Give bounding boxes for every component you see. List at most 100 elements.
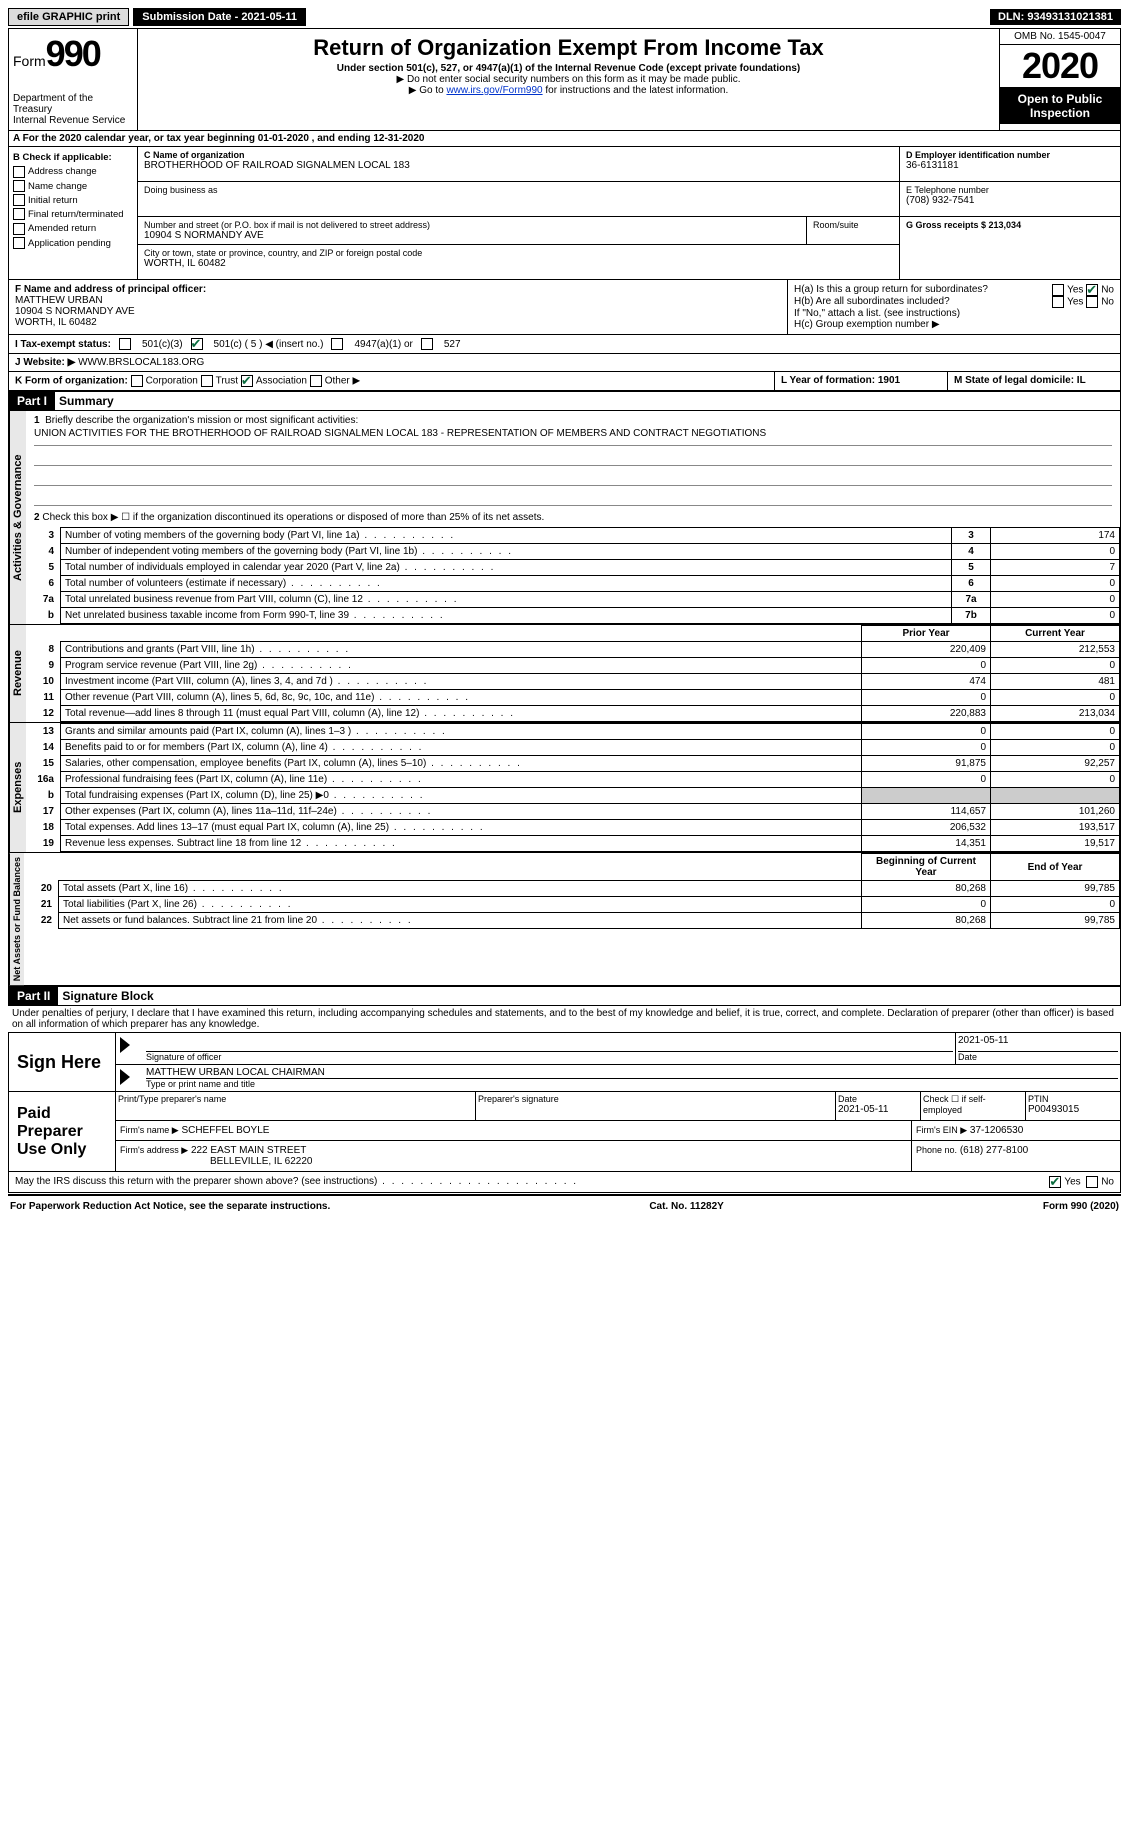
ptin-label: PTIN [1028, 1094, 1118, 1104]
hb-no-checkbox[interactable] [1086, 296, 1098, 308]
i-501c3-checkbox[interactable] [119, 338, 131, 350]
table-row: 4Number of independent voting members of… [26, 544, 1120, 560]
f-label: F Name and address of principal officer: [15, 284, 206, 295]
l-year-formation: L Year of formation: 1901 [775, 372, 948, 390]
org-street: 10904 S NORMANDY AVE [144, 230, 800, 241]
q2-text: Check this box ▶ ☐ if the organization d… [42, 512, 544, 523]
b-checkbox[interactable] [13, 194, 25, 206]
ha-label: H(a) Is this a group return for subordin… [794, 284, 988, 296]
part1-header-row: Part I Summary [8, 391, 1121, 411]
section-k: K Form of organization: Corporation Trus… [8, 372, 1121, 391]
i-501c-checkbox[interactable] [191, 338, 203, 350]
b-checkbox[interactable] [13, 180, 25, 192]
table-row: 21Total liabilities (Part X, line 26)00 [24, 897, 1120, 913]
submission-date-label: Submission Date - 2021-05-11 [133, 8, 306, 26]
revenue-section: Revenue Prior YearCurrent Year8Contribut… [8, 625, 1121, 723]
part2-header-row: Part II Signature Block [8, 986, 1121, 1006]
table-row: 9Program service revenue (Part VIII, lin… [26, 658, 1120, 674]
m-state-domicile: M State of legal domicile: IL [948, 372, 1120, 390]
section-j: J Website: ▶ WWW.BRSLOCAL183.ORG [8, 354, 1121, 372]
triangle-icon [120, 1037, 130, 1053]
governance-section: Activities & Governance 1 Briefly descri… [8, 411, 1121, 625]
dba-label: Doing business as [144, 185, 893, 195]
identity-grid: B Check if applicable: Address changeNam… [8, 147, 1121, 280]
top-bar: efile GRAPHIC print Submission Date - 20… [8, 8, 1121, 26]
ha-yes-checkbox[interactable] [1052, 284, 1064, 296]
hb-note: If "No," attach a list. (see instruction… [794, 308, 1114, 319]
b-checkbox[interactable] [13, 223, 25, 235]
b-checkbox[interactable] [13, 166, 25, 178]
phone-value: (708) 932-7541 [906, 195, 1114, 206]
q1-text: Briefly describe the organization's miss… [45, 415, 358, 426]
table-row: 22Net assets or fund balances. Subtract … [24, 913, 1120, 929]
dept-treasury: Department of the Treasury Internal Reve… [13, 93, 133, 126]
efile-print-button[interactable]: efile GRAPHIC print [8, 8, 129, 26]
city-label: City or town, state or province, country… [144, 248, 893, 258]
footer-right: Form 990 (2020) [1043, 1201, 1119, 1212]
officer-name: MATTHEW URBAN [15, 295, 103, 306]
ptin-value: P00493015 [1028, 1104, 1118, 1115]
sig-date-value: 2021-05-11 [958, 1035, 1118, 1052]
form-number: 990 [46, 33, 100, 74]
table-row: 3Number of voting members of the governi… [26, 528, 1120, 544]
table-row: 11Other revenue (Part VIII, column (A), … [26, 690, 1120, 706]
b-checkbox[interactable] [13, 237, 25, 249]
revenue-table: Prior YearCurrent Year8Contributions and… [26, 625, 1120, 722]
paid-preparer-label: Paid Preparer Use Only [9, 1092, 116, 1171]
table-row: 12Total revenue—add lines 8 through 11 (… [26, 706, 1120, 722]
tax-year: 2020 [1000, 45, 1120, 88]
sig-date-label: Date [958, 1052, 1118, 1062]
section-i: I Tax-exempt status: 501(c)(3) 501(c) ( … [8, 335, 1121, 354]
prep-name-label: Print/Type preparer's name [118, 1094, 473, 1104]
table-row: 16aProfessional fundraising fees (Part I… [26, 772, 1120, 788]
i-label: I Tax-exempt status: [15, 339, 111, 350]
netassets-section: Net Assets or Fund Balances Beginning of… [8, 853, 1121, 986]
form-id-cell: Form990 Department of the Treasury Inter… [9, 29, 138, 130]
prep-date-value: 2021-05-11 [838, 1104, 918, 1115]
section-c: C Name of organization BROTHERHOOD OF RA… [138, 147, 900, 279]
note-ssn: ▶ Do not enter social security numbers o… [146, 74, 991, 85]
dln-label: DLN: 93493131021381 [990, 9, 1121, 25]
open-public-badge: Open to Public Inspection [1000, 88, 1120, 124]
line-a: A For the 2020 calendar year, or tax yea… [8, 131, 1121, 147]
self-employed-check: Check ☐ if self-employed [921, 1092, 1026, 1120]
irs-link[interactable]: www.irs.gov/Form990 [446, 85, 542, 96]
discuss-yes-checkbox[interactable] [1049, 1176, 1061, 1188]
i-4947-checkbox[interactable] [331, 338, 343, 350]
b-checkbox[interactable] [13, 208, 25, 220]
firm-addr-label: Firm's address ▶ [120, 1145, 188, 1155]
table-row: 8Contributions and grants (Part VIII, li… [26, 642, 1120, 658]
form-title: Return of Organization Exempt From Incom… [146, 35, 991, 61]
ha-no-checkbox[interactable] [1086, 284, 1098, 296]
ein-label: D Employer identification number [906, 150, 1114, 160]
expenses-vlabel: Expenses [9, 723, 26, 852]
table-row: 13Grants and similar amounts paid (Part … [26, 724, 1120, 740]
part2-title: Signature Block [58, 987, 157, 1005]
triangle-icon [120, 1069, 130, 1085]
discuss-no-checkbox[interactable] [1086, 1176, 1098, 1188]
j-label: J Website: ▶ [15, 357, 75, 368]
firm-city: BELLEVILLE, IL 62220 [210, 1156, 313, 1167]
k-trust-checkbox[interactable] [201, 375, 213, 387]
table-row: 19Revenue less expenses. Subtract line 1… [26, 836, 1120, 852]
phone-label: E Telephone number [906, 185, 1114, 195]
officer-addr2: WORTH, IL 60482 [15, 317, 97, 328]
type-name-label: Type or print name and title [146, 1079, 1118, 1089]
k-assoc-checkbox[interactable] [241, 375, 253, 387]
section-b-header: B Check if applicable: [13, 151, 133, 165]
firm-addr: 222 EAST MAIN STREET [191, 1145, 306, 1156]
table-row: 17Other expenses (Part IX, column (A), l… [26, 804, 1120, 820]
k-other-checkbox[interactable] [310, 375, 322, 387]
part1-title: Summary [55, 392, 118, 410]
q1-num: 1 [34, 415, 40, 426]
note-goto: ▶ Go to www.irs.gov/Form990 for instruct… [146, 85, 991, 96]
i-527-checkbox[interactable] [421, 338, 433, 350]
table-row: 7aTotal unrelated business revenue from … [26, 592, 1120, 608]
governance-table: 3Number of voting members of the governi… [26, 527, 1120, 624]
table-row: 10Investment income (Part VIII, column (… [26, 674, 1120, 690]
k-corp-checkbox[interactable] [131, 375, 143, 387]
omb-number: OMB No. 1545-0047 [1000, 29, 1120, 45]
sig-officer-label: Signature of officer [146, 1052, 953, 1062]
firm-ein-label: Firm's EIN ▶ [916, 1125, 967, 1135]
hb-yes-checkbox[interactable] [1052, 296, 1064, 308]
